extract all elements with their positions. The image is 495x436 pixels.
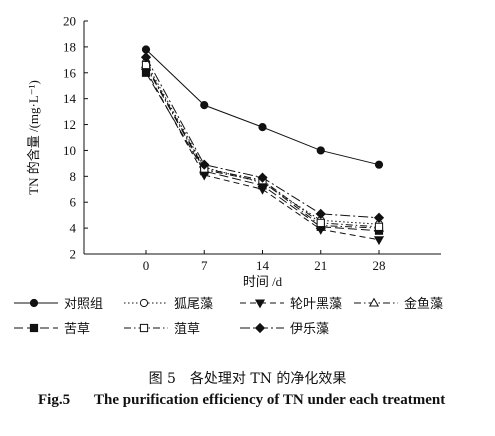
- data-point: [315, 208, 326, 219]
- figure-caption-english: Fig.5 The purification efficiency of TN u…: [38, 390, 478, 410]
- legend-item: 菹草: [124, 322, 200, 337]
- x-tick-label: 28: [373, 258, 386, 273]
- x-axis-title: 时间 /d: [243, 274, 283, 289]
- data-point: [199, 159, 210, 170]
- x-tick-label: 7: [201, 258, 208, 273]
- y-tick-label: 8: [70, 169, 77, 184]
- y-tick-label: 2: [70, 247, 77, 262]
- x-tick-label: 14: [256, 258, 270, 273]
- legend-marker: [139, 323, 149, 333]
- legend-item: 伊乐藻: [240, 322, 329, 337]
- data-point: [140, 52, 152, 63]
- series-line: [145, 64, 380, 228]
- y-tick-label: 12: [63, 117, 76, 132]
- y-tick-label: 10: [63, 143, 76, 158]
- series-line: [145, 72, 380, 232]
- data-point: [257, 172, 268, 183]
- legend-label: 对照组: [64, 297, 103, 312]
- legend-label: 伊乐藻: [290, 322, 329, 337]
- series-line: [145, 69, 380, 241]
- data-point: [373, 236, 385, 246]
- axes: 2 4 6 8 10 12 14 16 18 20 0 7 14 21 28 时间 /d TN 的含量 /(mg…: [26, 14, 441, 289]
- y-tick-label: 20: [63, 14, 76, 29]
- legend-marker: [254, 299, 266, 309]
- x-tick-label: 21: [314, 258, 327, 273]
- series-5: [141, 68, 384, 235]
- data-point: [200, 101, 209, 110]
- legend-item: 狐尾藻: [124, 297, 213, 312]
- data-point: [316, 218, 325, 228]
- figure-caption-chinese: 图 5 各处理对 TN 的净化效果: [148, 371, 347, 387]
- data-point: [316, 146, 325, 155]
- legend-label: 金鱼藻: [404, 296, 443, 312]
- legend-marker: [139, 298, 149, 308]
- series-1: [141, 45, 384, 169]
- series-line: [145, 66, 380, 229]
- series-7: [140, 52, 385, 223]
- legend-marker: [368, 297, 380, 307]
- legend-marker: [29, 323, 39, 333]
- series-line: [145, 62, 380, 225]
- data-point: [141, 45, 151, 54]
- legend-label: 狐尾藻: [174, 297, 213, 312]
- legend-item: 金鱼藻: [354, 296, 443, 312]
- y-tick-label: 4: [70, 221, 77, 236]
- data-point: [374, 160, 384, 169]
- series-2: [141, 58, 384, 229]
- series-layer: [140, 45, 385, 246]
- legend-label: 菹草: [174, 322, 200, 337]
- y-tick-label: 16: [63, 65, 77, 80]
- legend-label: 轮叶黑藻: [290, 297, 342, 312]
- series-line: [145, 49, 380, 166]
- y-tick-label: 14: [63, 91, 77, 106]
- figure-number: Fig.5: [38, 392, 71, 408]
- legend-item: 对照组: [14, 297, 103, 312]
- data-point: [373, 212, 385, 223]
- legend-item: 苦草: [14, 321, 90, 337]
- legend-marker: [254, 322, 266, 334]
- x-tick-label: 0: [143, 258, 150, 273]
- data-point: [374, 222, 384, 231]
- figure-caption-text: The purification efficiency of TN under …: [94, 392, 446, 408]
- y-axis-title: TN 的含量 /(mg·L⁻¹): [26, 80, 41, 195]
- series-4: [140, 60, 385, 232]
- legend-item: 轮叶黑藻: [240, 297, 342, 312]
- legend-label: 苦草: [64, 321, 90, 337]
- y-tick-label: 18: [63, 39, 76, 54]
- y-tick-label: 6: [70, 195, 77, 210]
- series-3: [140, 66, 385, 246]
- legend-marker: [29, 298, 39, 308]
- line-chart: 2 4 6 8 10 12 14 16 18 20 0 7 14 21 28 时间 /d TN 的含量 /(mg…: [14, 14, 443, 337]
- data-point: [258, 123, 267, 132]
- series-6: [141, 60, 384, 231]
- data-point: [141, 68, 151, 77]
